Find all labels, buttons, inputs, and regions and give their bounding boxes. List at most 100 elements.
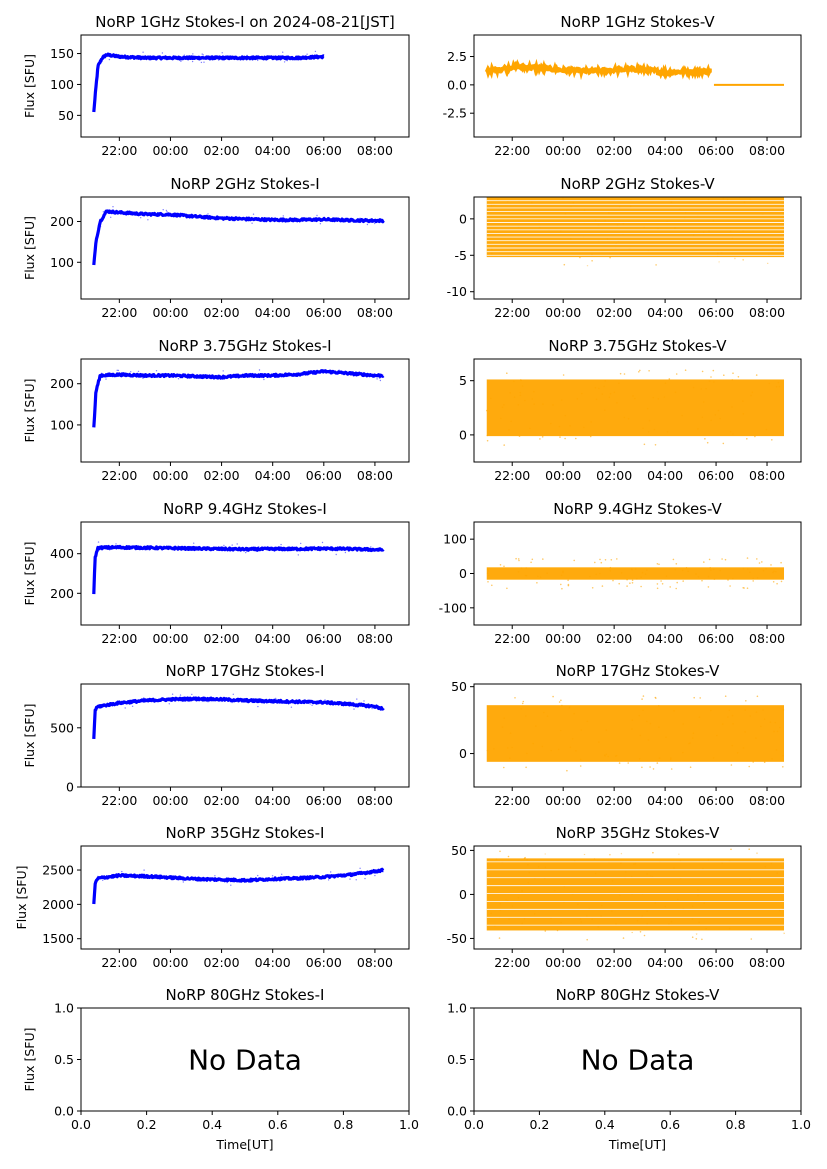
data-point: [509, 757, 511, 759]
data-point: [749, 878, 751, 881]
xtick-label: 06:00: [306, 143, 342, 158]
data-point: [117, 369, 120, 372]
data-point: [695, 938, 698, 940]
data-point: [604, 380, 606, 382]
xtick-label: 00:00: [545, 955, 581, 970]
data-point: [493, 748, 495, 750]
data-point: [657, 398, 660, 400]
xtick-label: 06:00: [698, 143, 734, 158]
data-point: [782, 766, 784, 768]
data-point: [771, 439, 773, 441]
xtick-label: 00:00: [152, 305, 188, 320]
data-point: [682, 751, 684, 754]
data-point: [774, 721, 777, 724]
data-point: [287, 703, 290, 705]
data-point: [542, 558, 544, 560]
xtick-label: 00:00: [545, 468, 581, 483]
data-point: [656, 762, 659, 764]
data-point: [527, 195, 529, 197]
data-point: [501, 406, 504, 409]
data-point: [282, 215, 284, 217]
data-point: [119, 702, 122, 705]
data-point: [721, 862, 723, 864]
data-point: [523, 917, 526, 920]
data-point: [529, 427, 531, 430]
data-point: [214, 217, 216, 219]
data-point: [706, 441, 709, 444]
xtick-label: 00:00: [545, 793, 581, 808]
data-point: [531, 398, 534, 400]
data-point: [205, 58, 207, 60]
data-point: [359, 217, 361, 219]
xtick-label: 02:00: [204, 631, 240, 646]
data-point: [728, 860, 731, 862]
data-point: [524, 399, 526, 402]
data-point: [746, 568, 749, 570]
data-point: [631, 579, 634, 582]
data-point: [519, 394, 522, 397]
data-point: [604, 219, 606, 222]
data-layer: [486, 848, 785, 949]
xtick-label: 00:00: [545, 631, 581, 646]
data-point: [701, 370, 704, 373]
xtick-label: 06:00: [306, 305, 342, 320]
data-point: [692, 732, 695, 734]
data-point: [116, 369, 118, 371]
xtick-label: 04:00: [647, 143, 683, 158]
data-point: [605, 753, 608, 756]
ytick-label: 50: [451, 843, 467, 858]
data-point: [721, 558, 723, 560]
data-point: [102, 211, 105, 213]
axes-frame: [473, 34, 802, 138]
ytick-label: 0: [459, 566, 467, 581]
data-point: [192, 53, 194, 55]
xtick-label: 08:00: [357, 793, 393, 808]
data-point: [507, 855, 510, 858]
data-point: [503, 444, 506, 446]
panel-title: NoRP 2GHz Stokes-I: [170, 175, 319, 193]
data-point: [678, 208, 681, 210]
data-point: [97, 541, 100, 543]
ytick-label: 200: [50, 214, 74, 229]
data-point: [660, 580, 662, 582]
data-point: [503, 766, 505, 769]
data-point: [717, 252, 719, 255]
data-point: [729, 230, 732, 233]
panel-stokes-i-6: NoRP 80GHz Stokes-I 1.0 0.5 0.00.0 0.2 0.4 0.6…: [22, 986, 419, 1152]
data-point: [782, 907, 784, 910]
data-point: [121, 54, 124, 57]
x-axis-label: Time[UT]: [215, 1137, 273, 1152]
data-point: [168, 703, 170, 705]
data-point: [366, 223, 369, 226]
data-point: [708, 558, 711, 561]
data-point: [499, 850, 501, 853]
data-point: [97, 875, 99, 878]
data-point: [109, 549, 111, 551]
data-point: [777, 242, 780, 244]
data-point: [580, 921, 583, 923]
data-point: [557, 191, 559, 193]
xtick-label: 04:00: [647, 793, 683, 808]
panel-title: NoRP 17GHz Stokes-V: [556, 662, 721, 680]
data-point: [637, 172, 639, 174]
data-point: [316, 214, 318, 217]
xtick-label: 02:00: [204, 793, 240, 808]
data-point: [595, 573, 597, 576]
panel-stokes-v-5: NoRP 35GHz Stokes-V 50 0 -50 22:00 00:00 02:00…: [447, 824, 802, 970]
data-point: [508, 918, 510, 920]
data-point: [778, 385, 781, 388]
data-point: [533, 390, 535, 393]
data-point: [666, 431, 669, 433]
data-point: [546, 572, 548, 574]
data-point: [636, 919, 639, 922]
data-point: [525, 766, 527, 769]
data-point: [573, 859, 576, 862]
data-point: [670, 768, 673, 770]
ytick-label: 500: [50, 720, 74, 735]
data-point: [675, 373, 678, 375]
data-point: [515, 557, 517, 560]
data-point: [646, 873, 648, 875]
data-point: [641, 915, 644, 917]
data-point: [779, 909, 781, 912]
data-point: [631, 728, 633, 730]
